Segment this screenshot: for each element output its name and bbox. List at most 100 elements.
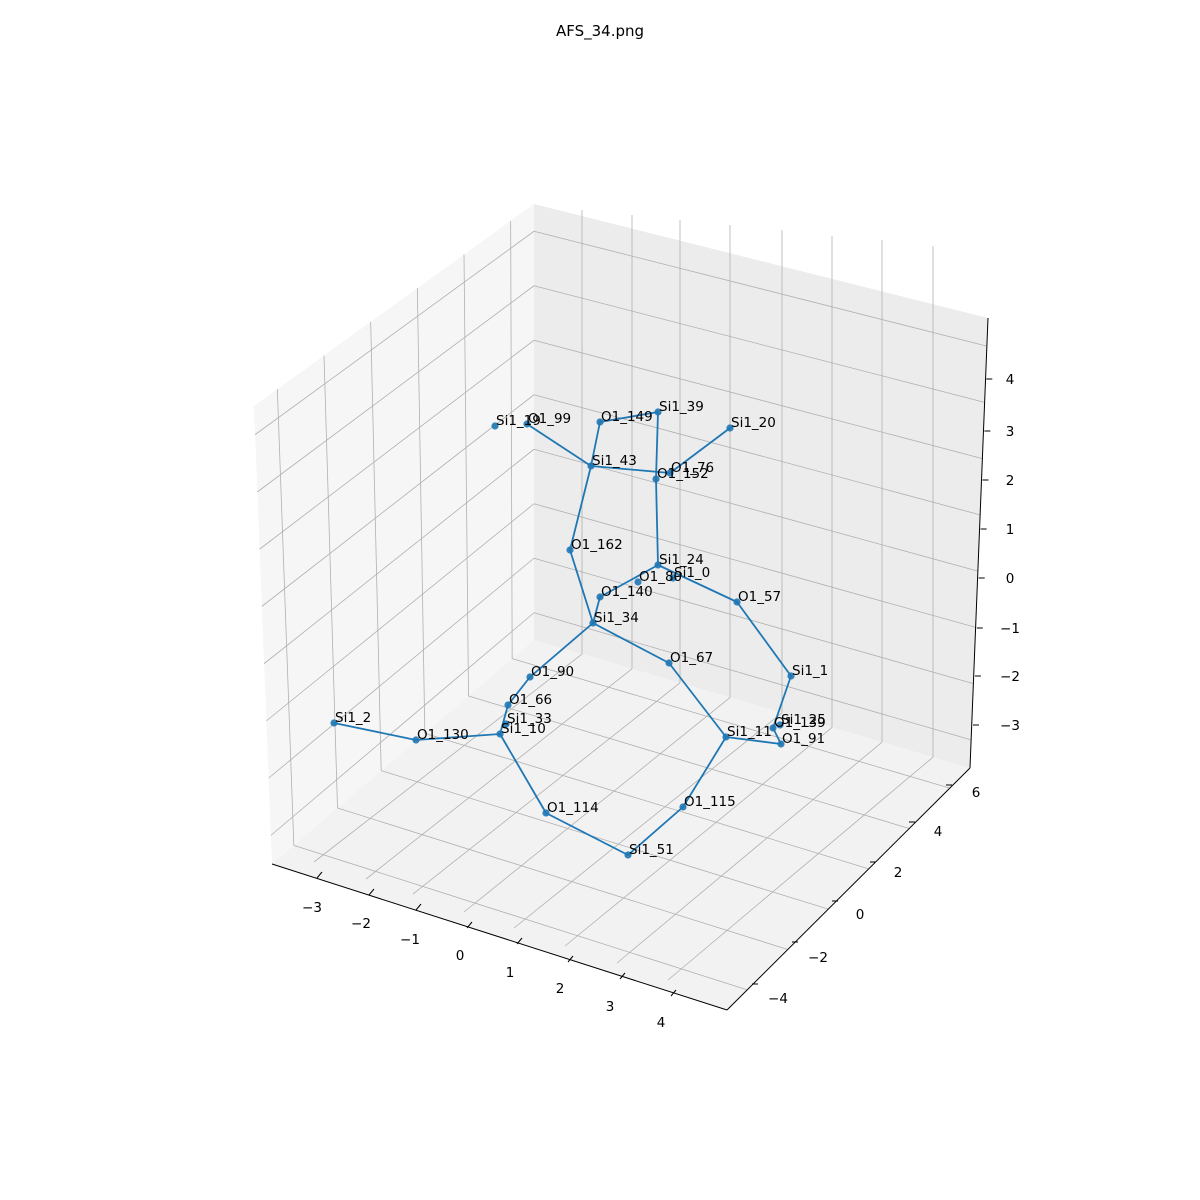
grid-z-back [533,612,972,741]
bond-line [526,423,592,467]
bond-line [736,601,792,677]
atom-label: O1_76 [671,460,714,476]
z-tick-label: −2 [1000,669,1020,685]
atom-label: O1_115 [684,794,736,810]
atom-label: O1_91 [782,731,825,747]
atom-point [652,475,660,483]
atom-point [589,619,597,627]
atom-point [733,598,741,606]
atom-label: Si1_10 [501,721,546,737]
bond-line [655,478,659,566]
grid-z-left [263,448,535,664]
axis-ticks: −3 −2 −1 0 1 2 3 4 −4 −2 0 2 4 6 −3 −2 −1 0 1 2 3 4 [302,372,1020,1031]
atom-point [523,420,531,428]
bond-line [655,411,659,480]
atom-label: Si1_24 [659,552,704,568]
y-tick-label: −2 [808,950,828,966]
atom-point [665,659,673,667]
x-tick-label: 3 [606,999,615,1015]
grid-z-back [533,557,974,685]
bond-line [669,427,731,474]
atom-label: O1_140 [601,584,653,600]
z-tick-label: 0 [1006,571,1015,587]
atom-point [496,730,504,738]
grid-lines [254,210,987,991]
x-tick-label: 2 [556,981,565,997]
atom-label: O1_99 [528,411,571,427]
grid-x-floor [513,712,783,929]
z-tick-label: 2 [1006,473,1015,489]
y-tick-label: 2 [894,865,903,881]
atom-point [769,724,777,732]
atom-label: O1_130 [417,727,469,743]
y-tick-label: 0 [856,907,865,923]
axis-lines [271,317,989,1011]
chart-title: AFS_34.png [556,22,644,41]
atom-point [654,561,662,569]
atom-point [596,593,604,601]
atom-point [777,740,785,748]
atom-label: O1_66 [509,692,552,708]
grid-z-left [259,339,535,550]
bond-line [599,411,659,423]
atom-label: Si1_20 [731,415,776,431]
grid-z-back [533,339,983,460]
x-tick-label: 4 [657,1015,666,1031]
atom-label: Si1_33 [507,711,552,727]
grid-z-back [533,503,976,628]
x-tick-mark [466,921,473,929]
atom-label: Si1_2 [335,710,371,726]
grid-y-floor [468,695,910,829]
atom-point [722,733,730,741]
x-tick-mark [516,937,523,945]
x-tick-label: 1 [506,965,515,981]
z-tick-label: 1 [1006,522,1015,538]
bond-line [569,465,592,551]
grid-y-left [370,321,382,771]
y-axis-line [726,767,971,1011]
grid-z-left [266,503,535,722]
grid-x-floor [667,756,934,981]
axis-panes [254,204,988,1010]
grid-x-floor [463,697,731,913]
atom-point [654,408,662,416]
grid-z-left [257,285,535,493]
atom-label: Si1_39 [659,399,704,415]
bond-line [415,733,501,741]
bond-line [590,421,601,467]
atom-label: Si1_43 [592,453,637,469]
z-tick-label: 4 [1006,372,1015,388]
bond-line [599,564,659,598]
bond-line [507,676,531,706]
x-tick-mark [415,903,422,911]
bond-line [529,622,594,678]
bond-line [569,549,594,624]
atom-label: Si1_0 [674,565,710,581]
grid-y-floor [293,844,748,991]
grid-z-left [268,557,535,779]
x-tick-mark [316,871,323,879]
bond-line [590,465,671,474]
atom-label: O1_90 [531,664,574,680]
atom-label: Si1_19 [496,413,541,429]
grid-x-floor [412,682,681,895]
bond-line [592,622,670,664]
x-tick-mark [368,888,375,896]
grid-y-left [276,389,295,846]
bond-line [592,596,601,624]
atom-point [587,462,595,470]
atom-point [491,422,499,430]
z-axis-line [969,317,989,769]
grid-z-back [533,230,987,347]
z-tick-label: 3 [1006,424,1015,440]
atom-point [666,469,674,477]
atom-point [504,701,512,709]
grid-z-left [254,230,535,435]
grid-z-left [261,394,535,607]
grid-y-floor [424,732,869,870]
grid-x-floor [616,741,883,964]
atom-point [726,424,734,432]
atom-point [596,418,604,426]
grid-y-floor [512,658,950,789]
bond-line [772,675,792,729]
